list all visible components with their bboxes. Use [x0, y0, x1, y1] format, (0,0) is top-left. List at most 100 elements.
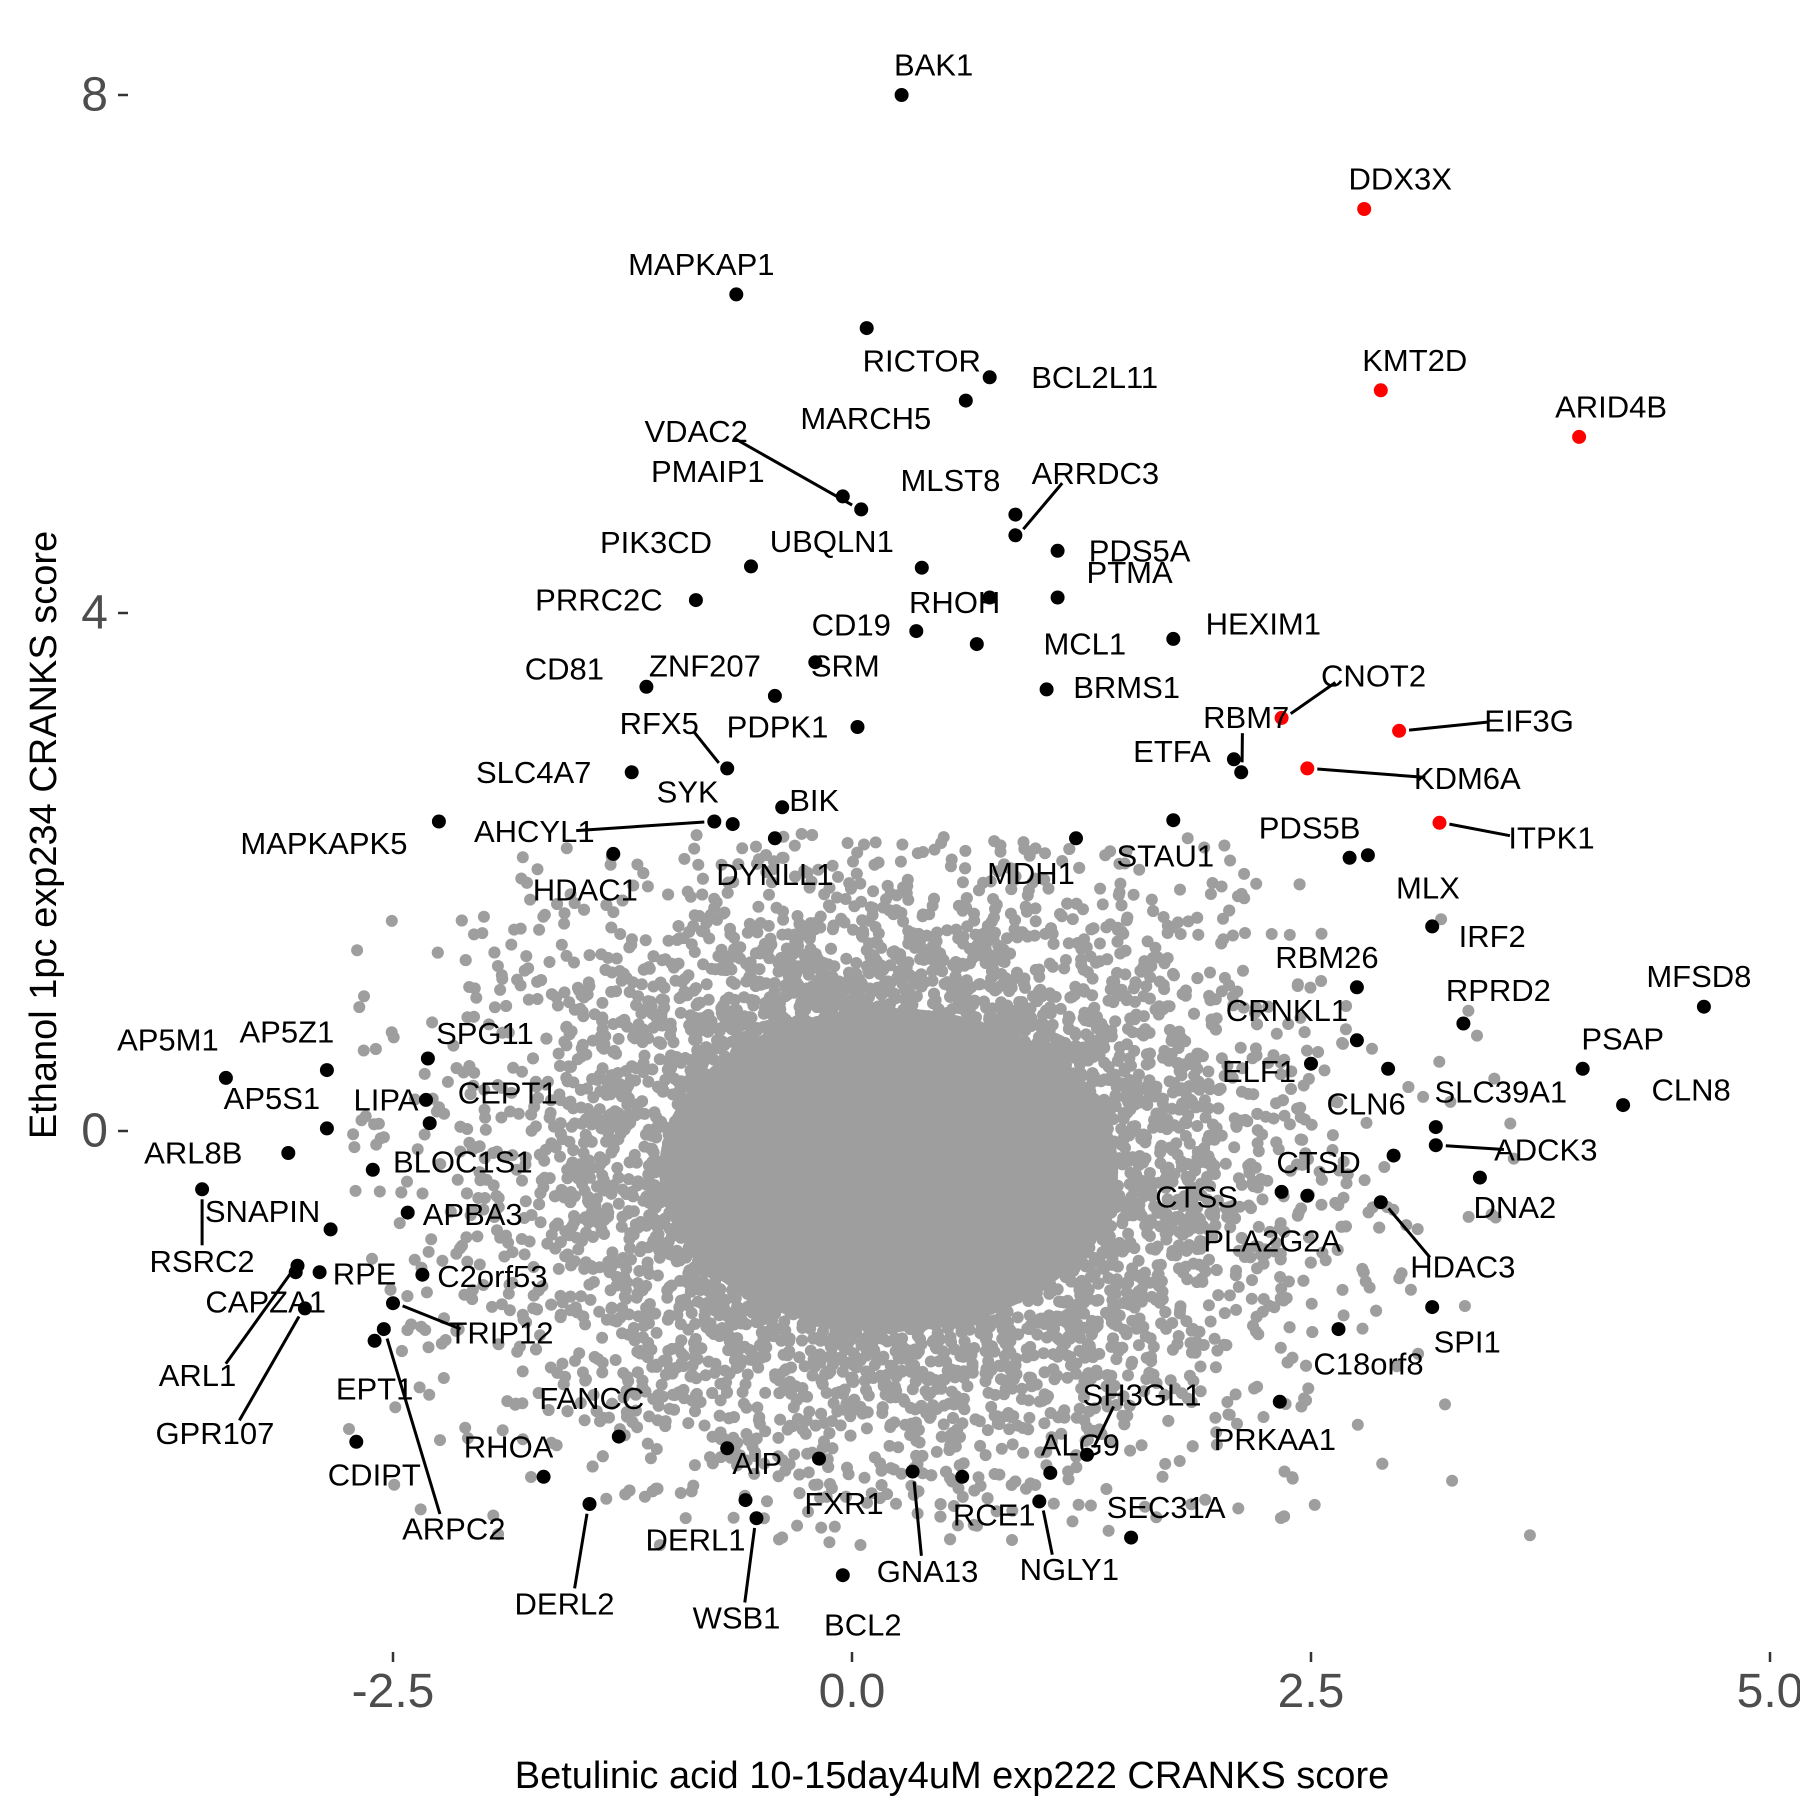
background-point	[736, 842, 749, 855]
background-point	[610, 1279, 623, 1292]
background-point	[1439, 1398, 1451, 1411]
background-point	[491, 960, 504, 972]
background-point	[689, 1405, 701, 1418]
background-point	[795, 827, 808, 840]
background-point	[1223, 1289, 1236, 1302]
background-point	[732, 858, 745, 871]
background-point	[751, 1401, 764, 1414]
background-point	[1145, 893, 1158, 906]
background-point	[970, 1029, 983, 1042]
background-point	[488, 1001, 501, 1014]
background-point	[1039, 847, 1051, 860]
background-point	[1206, 877, 1219, 889]
background-point	[479, 1123, 492, 1136]
background-point	[1017, 1446, 1030, 1459]
background-point	[1163, 1075, 1176, 1088]
background-point	[1251, 1262, 1263, 1275]
background-point	[759, 1386, 772, 1399]
background-point	[1462, 1004, 1475, 1017]
background-point	[815, 1521, 828, 1534]
background-point	[605, 921, 618, 934]
background-point	[1285, 1065, 1298, 1078]
background-point	[600, 1135, 613, 1148]
background-point	[1297, 1079, 1310, 1092]
background-point	[788, 839, 801, 852]
background-point	[1191, 1120, 1204, 1132]
background-point	[1212, 1289, 1225, 1302]
background-point	[802, 1466, 815, 1479]
background-point	[516, 1365, 529, 1378]
background-point	[415, 1320, 428, 1333]
background-point	[420, 1286, 433, 1299]
background-point	[477, 1203, 490, 1216]
background-point	[1336, 1283, 1349, 1296]
background-point	[609, 1354, 622, 1366]
background-point	[1219, 1157, 1232, 1170]
background-point	[387, 1031, 400, 1044]
background-point	[522, 993, 535, 1006]
background-point	[760, 1206, 773, 1219]
background-point	[1211, 1194, 1224, 1207]
background-point	[1174, 1300, 1187, 1313]
background-point	[1174, 928, 1187, 940]
background-point	[1132, 1339, 1145, 1352]
background-point	[596, 1331, 609, 1344]
background-point	[1291, 980, 1304, 992]
background-point	[810, 1332, 823, 1345]
background-point	[895, 1467, 908, 1480]
background-point	[1446, 1474, 1459, 1487]
background-point	[1204, 1315, 1217, 1328]
background-point	[1315, 975, 1328, 987]
background-point	[482, 1018, 495, 1031]
background-point	[1245, 1292, 1258, 1305]
background-point	[1204, 888, 1217, 900]
background-point	[1143, 1230, 1156, 1242]
background-point	[1093, 937, 1106, 950]
background-point	[357, 1044, 370, 1057]
background-point	[614, 928, 627, 940]
background-point	[858, 1471, 871, 1484]
background-point	[668, 1403, 681, 1416]
background-point	[1111, 1179, 1124, 1192]
background-point	[621, 1276, 634, 1289]
background-point	[1237, 964, 1249, 977]
background-point	[451, 1173, 464, 1186]
background-point	[1127, 888, 1140, 901]
background-point	[518, 964, 531, 977]
background-point	[1249, 1240, 1262, 1253]
background-point	[1209, 1361, 1222, 1374]
background-point	[544, 1106, 557, 1119]
background-point	[641, 880, 654, 893]
background-point	[1267, 1112, 1280, 1125]
background-point	[777, 913, 790, 926]
background-point	[1066, 1515, 1079, 1528]
background-point	[1301, 1044, 1313, 1057]
background-point	[763, 888, 775, 901]
background-point	[1318, 1064, 1331, 1077]
background-point	[612, 1197, 625, 1210]
background-point	[860, 1422, 873, 1435]
background-point	[1019, 981, 1032, 994]
background-point	[1126, 1355, 1139, 1368]
background-point	[1204, 966, 1216, 979]
background-point	[840, 952, 853, 965]
background-point	[688, 1459, 701, 1472]
background-point	[1124, 1444, 1137, 1457]
background-point	[868, 858, 881, 871]
background-point	[981, 1424, 994, 1437]
background-point	[1411, 1223, 1424, 1236]
background-point	[584, 1293, 597, 1306]
background-point	[554, 1289, 567, 1302]
background-point	[1072, 1498, 1085, 1511]
background-point	[1523, 1529, 1536, 1542]
background-point	[772, 1431, 785, 1444]
background-point	[1189, 1346, 1202, 1359]
background-point	[930, 1445, 943, 1458]
background-point	[828, 1520, 841, 1533]
background-point	[1202, 1065, 1215, 1078]
background-point	[1230, 1303, 1243, 1316]
background-point	[674, 1006, 687, 1019]
background-point	[423, 1388, 436, 1401]
background-point	[1228, 1141, 1241, 1154]
